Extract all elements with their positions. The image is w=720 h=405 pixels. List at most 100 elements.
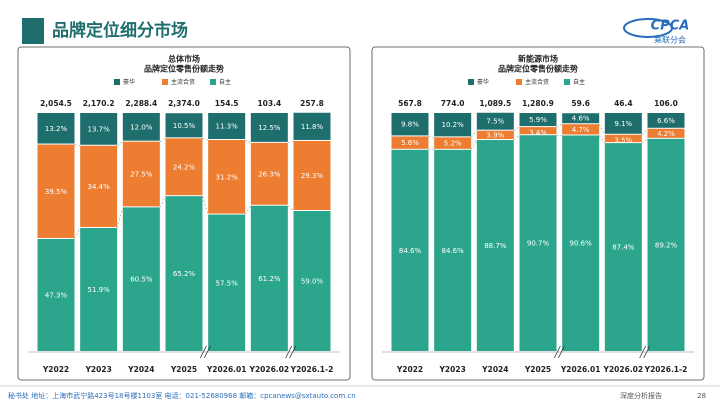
total-label: 154.5 bbox=[215, 99, 239, 108]
total-label: 2,054.5 bbox=[40, 99, 72, 108]
bar-segment bbox=[122, 113, 160, 141]
value-label: 5.2% bbox=[444, 140, 462, 148]
value-label: 84.6% bbox=[399, 247, 422, 255]
bar-segment bbox=[293, 210, 331, 351]
legend-label: 豪华 bbox=[477, 78, 489, 86]
axis-break bbox=[203, 345, 211, 359]
value-label: 13.2% bbox=[45, 125, 68, 133]
value-label: 34.4% bbox=[88, 183, 111, 191]
axis-break bbox=[285, 345, 293, 359]
axis-break bbox=[553, 345, 561, 359]
value-label: 39.5% bbox=[45, 188, 68, 196]
bar-segment bbox=[647, 113, 685, 128]
value-label: 11.3% bbox=[216, 123, 239, 131]
bar-segment bbox=[604, 113, 642, 134]
value-label: 9.8% bbox=[401, 121, 419, 129]
header-block bbox=[22, 18, 44, 44]
legend-swatch bbox=[162, 79, 168, 85]
x-tick-label: Y2026.02 bbox=[603, 365, 644, 374]
bar-segment bbox=[80, 113, 118, 145]
connector bbox=[513, 134, 520, 141]
legend-label: 自主 bbox=[573, 78, 585, 86]
x-tick-label: Y2025 bbox=[170, 365, 197, 374]
panel bbox=[371, 46, 705, 381]
logo-mark bbox=[623, 18, 673, 38]
x-tick-label: Y2025 bbox=[524, 365, 551, 374]
value-label: 26.3% bbox=[258, 170, 281, 178]
bar-segment bbox=[165, 113, 203, 138]
value-label: 10.2% bbox=[442, 121, 465, 129]
connector bbox=[287, 205, 294, 212]
value-label: 7.5% bbox=[486, 118, 504, 126]
total-label: 2,170.2 bbox=[83, 99, 115, 108]
bar-segment bbox=[208, 140, 246, 214]
value-label: 60.5% bbox=[130, 276, 153, 284]
chart-subtitle: 品牌定位零售份额走势 bbox=[498, 64, 578, 74]
bar-segment bbox=[434, 137, 472, 149]
value-label: 12.5% bbox=[258, 124, 281, 132]
total-label: 774.0 bbox=[441, 99, 465, 108]
x-tick-label: Y2026.02 bbox=[249, 365, 290, 374]
bar-segment bbox=[476, 140, 514, 351]
bar-segment bbox=[391, 136, 429, 149]
value-label: 24.2% bbox=[173, 163, 196, 171]
footer-address: 秘书处 地址：上海市武宁路423号18号楼1103室 电话：021-526809… bbox=[8, 391, 356, 400]
bar-segment bbox=[293, 140, 331, 210]
value-label: 12.0% bbox=[130, 123, 153, 131]
connector bbox=[598, 124, 606, 135]
bar-segment bbox=[37, 238, 75, 351]
bar-segment bbox=[562, 124, 600, 135]
value-label: 90.7% bbox=[527, 240, 550, 248]
bar-segment bbox=[122, 207, 160, 351]
value-label: 27.5% bbox=[130, 171, 153, 179]
legend-label: 主流合资 bbox=[525, 78, 549, 86]
connector bbox=[598, 135, 606, 144]
bar-segment bbox=[250, 113, 288, 142]
connector bbox=[245, 139, 251, 144]
value-label: 89.2% bbox=[655, 241, 678, 249]
total-label: 46.4 bbox=[614, 99, 633, 108]
total-label: 1,280.9 bbox=[522, 99, 554, 108]
connector bbox=[202, 196, 209, 215]
connector bbox=[159, 196, 166, 208]
bar-segment bbox=[476, 112, 514, 130]
bar-segment bbox=[250, 205, 288, 351]
bar-segment bbox=[519, 113, 557, 127]
connector bbox=[470, 139, 478, 150]
value-label: 11.8% bbox=[301, 123, 324, 131]
bar-segment bbox=[391, 149, 429, 351]
value-label: 90.6% bbox=[570, 240, 593, 248]
bar-segment bbox=[434, 113, 472, 137]
legend-label: 豪华 bbox=[123, 78, 135, 86]
bar-segment bbox=[519, 127, 557, 135]
x-tick-label: Y2026.01 bbox=[560, 365, 601, 374]
axis-break bbox=[639, 345, 647, 359]
connector bbox=[428, 136, 435, 138]
connector bbox=[74, 227, 81, 240]
legend-swatch bbox=[114, 79, 120, 85]
value-label: 84.6% bbox=[442, 247, 465, 255]
chart-title: 总体市场 bbox=[168, 54, 200, 64]
connector bbox=[74, 144, 81, 147]
bar-segment bbox=[391, 113, 429, 136]
total-label: 103.4 bbox=[257, 99, 281, 108]
chart-title: 新能源市场 bbox=[518, 54, 558, 64]
bar-segment bbox=[476, 130, 514, 140]
bar-segment bbox=[604, 134, 642, 143]
value-label: 51.9% bbox=[88, 286, 111, 294]
bar-segment bbox=[80, 227, 118, 351]
bar-segment bbox=[604, 143, 642, 351]
x-tick-label: Y2024 bbox=[127, 365, 154, 374]
connector bbox=[641, 138, 648, 144]
legend-swatch bbox=[210, 79, 216, 85]
connector bbox=[202, 138, 209, 141]
connector bbox=[556, 123, 563, 128]
value-label: 47.3% bbox=[45, 291, 68, 299]
value-label: 61.2% bbox=[258, 275, 281, 283]
legend-swatch bbox=[516, 79, 522, 85]
connector bbox=[641, 128, 648, 135]
connector bbox=[159, 138, 166, 142]
bar-segment bbox=[293, 112, 331, 140]
value-label: 65.2% bbox=[173, 270, 196, 278]
